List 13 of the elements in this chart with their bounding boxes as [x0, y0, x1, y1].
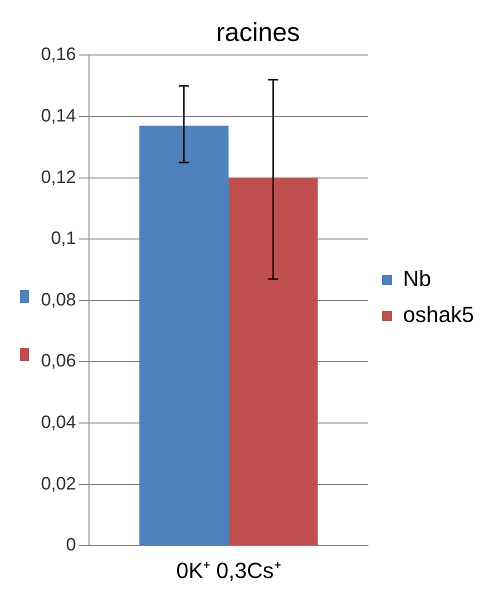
chart-title: racines: [216, 16, 300, 47]
y-tick-label: 0,02: [40, 473, 76, 494]
legend-label: oshak5: [403, 302, 474, 328]
y-tick-label: 0,1: [51, 228, 76, 248]
y-tick-label: 0,12: [40, 166, 76, 187]
x-tick-label: 0K⁺ 0,3Cs⁺: [176, 558, 281, 583]
y-tick-label: 0: [66, 534, 76, 555]
y-tick-label: 0,14: [40, 105, 76, 126]
y-tick-label: 0,08: [40, 289, 76, 310]
legend-label: Nb: [403, 266, 432, 292]
y-tick-label: 0,16: [40, 44, 76, 64]
y-tick-label: 0,04: [40, 412, 76, 432]
y-tick-label: 0,06: [40, 350, 76, 371]
